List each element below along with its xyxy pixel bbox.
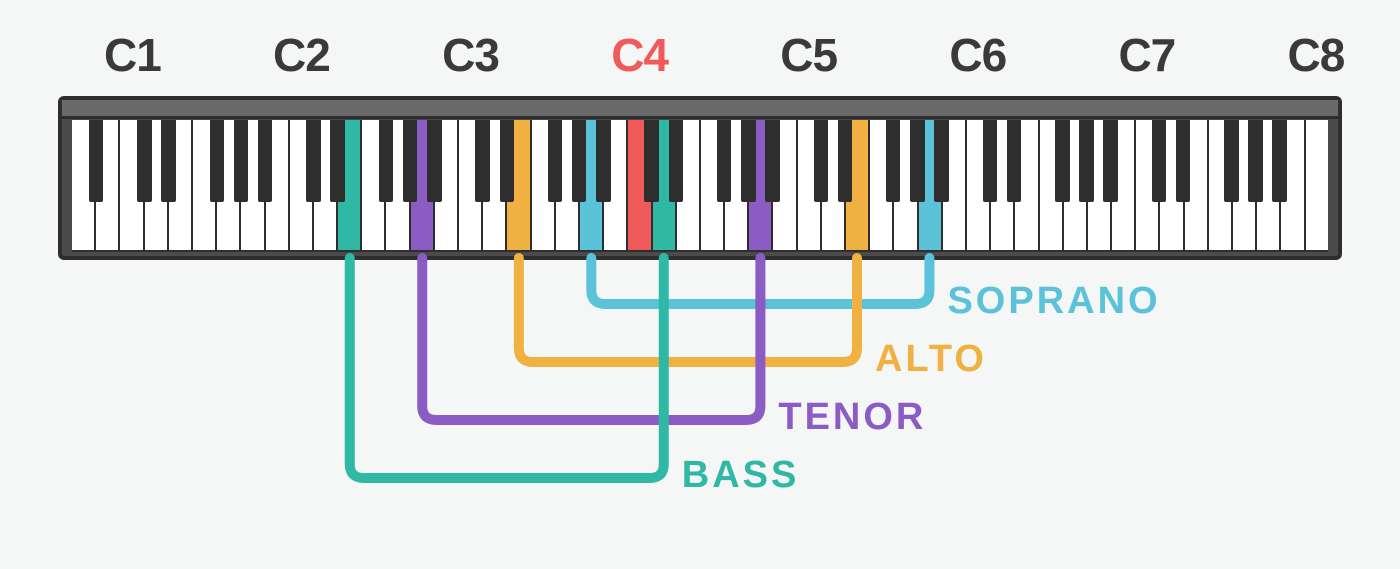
range-bracket-bass	[350, 258, 664, 478]
range-label-bass: BASS	[682, 454, 800, 497]
range-label-alto: ALTO	[875, 338, 987, 381]
range-label-tenor: TENOR	[778, 396, 926, 439]
range-bracket-alto	[519, 258, 857, 362]
range-label-soprano: SOPRANO	[947, 280, 1160, 323]
vocal-range-diagram: C1C2C3C4C5C6C7C8 SOPRANOALTOTENORBASS	[0, 0, 1400, 569]
